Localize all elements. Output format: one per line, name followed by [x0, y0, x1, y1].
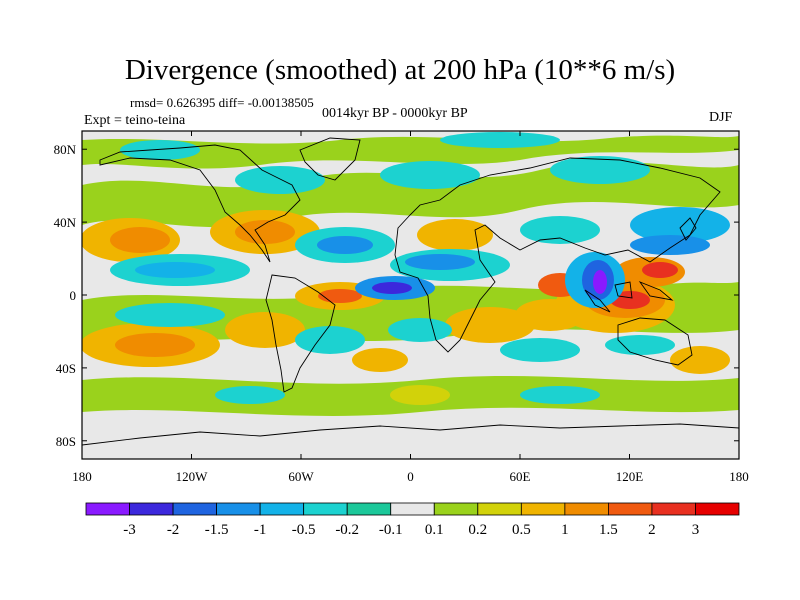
field-patch: [520, 386, 600, 404]
colorbar-label: 0.2: [468, 522, 487, 538]
coastline: [617, 317, 693, 366]
plot-title: Divergence (smoothed) at 200 hPa (10**6 …: [124, 54, 676, 86]
colorbar-swatch: [129, 502, 174, 516]
period-label: 0014kyr BP - 0000kyr BP: [322, 106, 468, 121]
x-tick-label: 180: [729, 469, 749, 484]
field-patch: [215, 386, 285, 404]
field-patch: [593, 270, 607, 294]
stats-label: rmsd= 0.626395 diff= -0.00138505: [130, 95, 314, 110]
divergence-field: [82, 132, 739, 416]
field-patch: [352, 348, 408, 372]
colorbar-swatch: [216, 502, 261, 516]
colorbar-label: 0.1: [425, 522, 444, 538]
field-patch: [630, 207, 730, 243]
field-patch: [380, 161, 480, 189]
colorbar-label: -0.5: [292, 522, 316, 538]
field-patch: [110, 227, 170, 253]
field-patch: [500, 338, 580, 362]
coastline: [265, 274, 336, 393]
field-patch: [630, 235, 710, 255]
field-patch: [120, 140, 200, 160]
colorbar-swatch: [346, 502, 392, 516]
field-patch: [295, 326, 365, 354]
field-patch: [440, 132, 560, 148]
colorbar: -3 -2 -1.5 -1 -0.5 -0.2 -0.1 0.1 0.2 0.5 1 1.5 2 3: [85, 502, 740, 538]
x-tick-label: 60W: [288, 469, 314, 484]
field-patch: [82, 135, 739, 169]
colorbar-swatch: [85, 502, 130, 516]
field-patch: [372, 282, 412, 294]
x-tick-label: 180: [72, 469, 92, 484]
colorbar-label: 0.5: [512, 522, 531, 538]
field-patch: [605, 335, 675, 355]
colorbar-swatch: [564, 502, 609, 516]
field-patch: [417, 219, 493, 251]
colorbar-label: -3: [123, 522, 136, 538]
coastline: [82, 423, 739, 446]
x-tick-label: 60E: [510, 469, 531, 484]
colorbar-swatch: [303, 502, 348, 516]
coastline: [584, 289, 611, 313]
colorbar-label: 3: [692, 522, 700, 538]
y-tick-label: 0: [70, 288, 77, 303]
colorbar-swatch: [172, 502, 217, 516]
colorbar-swatch: [259, 502, 305, 516]
field-patch: [520, 216, 600, 244]
field-patch: [390, 385, 450, 405]
colorbar-label: 2: [648, 522, 656, 538]
colorbar-label: -2: [167, 522, 180, 538]
coastline: [394, 157, 721, 353]
field-patch: [235, 220, 295, 244]
x-tick-label: 120W: [176, 469, 209, 484]
field-patch: [550, 156, 650, 184]
colorbar-swatch: [651, 502, 696, 516]
colorbar-swatch: [608, 502, 653, 516]
colorbar-label: 1: [561, 522, 569, 538]
axis-ticks: 180 120W 60W 0 60E 120E 180 80N 40N 0 40S 80S: [54, 131, 749, 484]
coastlines: [82, 137, 739, 446]
y-tick-label: 80N: [54, 142, 77, 157]
field-patch: [225, 312, 305, 348]
y-tick-label: 40N: [54, 215, 77, 230]
y-tick-label: 40S: [56, 361, 76, 376]
field-patch: [317, 236, 373, 254]
colorbar-label: -0.2: [335, 522, 359, 538]
y-tick-label: 80S: [56, 434, 76, 449]
colorbar-swatch: [433, 502, 479, 516]
colorbar-label: -1: [254, 522, 267, 538]
field-patch: [235, 166, 325, 194]
colorbar-swatch: [477, 502, 522, 516]
field-patch: [445, 307, 535, 343]
x-tick-label: 120E: [616, 469, 644, 484]
coastline: [679, 217, 697, 241]
field-patch: [318, 289, 362, 303]
field-patch: [610, 291, 650, 309]
coastline: [299, 137, 361, 181]
field-patch: [642, 262, 678, 278]
field-patch: [115, 333, 195, 357]
coastline: [99, 144, 301, 263]
colorbar-label: -0.1: [379, 522, 403, 538]
field-patch: [135, 262, 215, 278]
field-patch: [405, 254, 475, 270]
coastline: [614, 281, 633, 299]
colorbar-label: 1.5: [599, 522, 618, 538]
season-label: DJF: [709, 110, 733, 125]
experiment-label: Expt = teino-teina: [84, 113, 186, 128]
field-patch: [388, 318, 452, 342]
field-patch: [670, 346, 730, 374]
x-tick-label: 0: [407, 469, 414, 484]
colorbar-swatch: [520, 502, 566, 516]
colorbar-swatch: [695, 502, 740, 516]
coastline: [638, 281, 674, 301]
colorbar-label: -1.5: [205, 522, 229, 538]
colorbar-swatch: [390, 502, 435, 516]
field-patch: [115, 303, 225, 327]
